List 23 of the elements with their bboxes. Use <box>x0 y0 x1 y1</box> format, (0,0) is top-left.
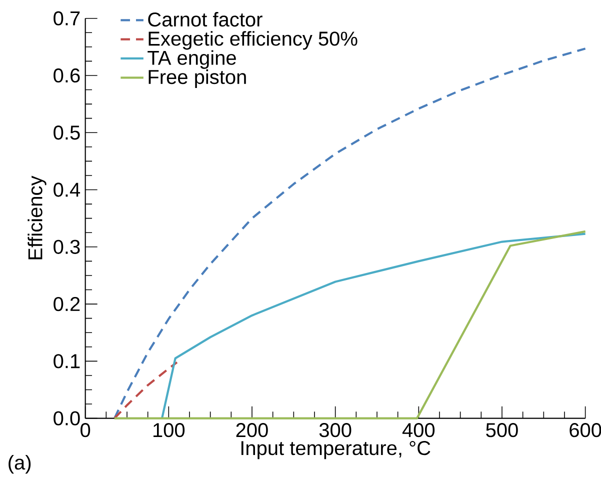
x-axis-title: Input temperature, °C <box>241 441 430 460</box>
text: (a) <box>8 454 31 474</box>
y-tick-label: 0.6 <box>54 68 80 83</box>
y-tick-label: 0.0 <box>54 411 80 426</box>
x-tick-label: 600 <box>570 423 601 438</box>
legend-label: TA engine <box>148 50 236 69</box>
y-tick-label: 0.1 <box>54 354 80 368</box>
legend-label: Exegetic efficiency 50% <box>148 31 358 50</box>
x-tick-label: 200 <box>236 423 268 438</box>
x-tick-label: 100 <box>154 423 185 438</box>
line-series <box>113 361 178 420</box>
y-tick-label: 0.3 <box>54 240 80 254</box>
x-tick-label: 500 <box>486 423 518 438</box>
y-tick-label: 0.4 <box>54 182 80 197</box>
y-tick-label: 0.2 <box>54 296 80 312</box>
x-tick-label: 0 <box>80 423 90 438</box>
y-axis-title: Efficiency <box>28 176 46 260</box>
legend-label: Free piston <box>148 69 246 88</box>
y-tick-label: 0.7 <box>54 11 80 26</box>
y-tick-label: 0.5 <box>54 126 80 140</box>
x-tick-label: 300 <box>319 423 352 438</box>
x-tick-label: 400 <box>402 423 435 438</box>
legend-label: Carnot factor <box>148 12 262 27</box>
